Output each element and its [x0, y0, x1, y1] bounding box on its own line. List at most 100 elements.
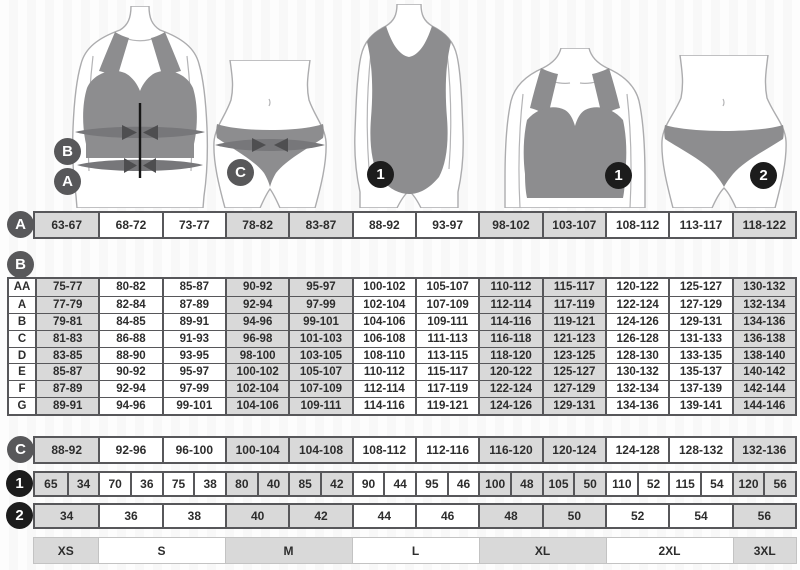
value-cell: 46 — [446, 473, 479, 495]
value-cell: 112-114 — [478, 295, 542, 313]
value-cell: 34 — [35, 505, 99, 527]
value-cell: 124-126 — [604, 312, 669, 330]
cup-label-cell: A — [9, 295, 35, 313]
value-cell: 85-87 — [35, 363, 99, 381]
bra-size-row-badge: 1 — [6, 470, 33, 497]
value-cell: 123-125 — [541, 346, 605, 364]
value-cell: 109-111 — [288, 397, 352, 415]
value-cell: 73-77 — [161, 213, 225, 237]
cup-label-cell: D — [9, 346, 35, 364]
value-cell: 120 — [731, 473, 764, 495]
hips-measurement-figure — [213, 60, 327, 208]
value-cell: 99-101 — [288, 312, 352, 330]
value-cell: 50 — [573, 473, 605, 495]
value-cell: 110-112 — [478, 279, 542, 296]
value-cell: 79-81 — [35, 312, 99, 330]
value-cell: 85 — [288, 473, 320, 495]
value-cell: 80-82 — [98, 279, 162, 296]
value-cell: 115 — [668, 473, 700, 495]
value-cell: 114-116 — [478, 312, 542, 330]
value-cell: 90 — [351, 473, 384, 495]
bust-table-badge: B — [7, 251, 34, 278]
value-cell: 95-97 — [161, 363, 225, 381]
value-cell: 52 — [636, 473, 669, 495]
value-cell: 116-118 — [478, 329, 542, 347]
value-cell: 78-82 — [224, 213, 289, 237]
value-cell: 89-91 — [35, 397, 99, 415]
value-cell: 65 — [35, 473, 67, 495]
value-cell: 130-132 — [604, 363, 669, 381]
value-cell: 38 — [161, 505, 225, 527]
value-cell: 48 — [478, 505, 542, 527]
bra-figure — [504, 48, 646, 208]
value-cell: 96-98 — [224, 329, 289, 347]
value-cell: 54 — [699, 473, 732, 495]
value-cell: 108-112 — [604, 213, 669, 237]
value-cell: 98-102 — [478, 213, 542, 237]
value-cell: 128-132 — [668, 438, 732, 462]
value-cell: 113-115 — [414, 346, 479, 364]
value-cell: 100 — [478, 473, 510, 495]
letter-size-cell: L — [351, 538, 479, 563]
value-cell: 126-128 — [604, 329, 669, 347]
value-cell: 94-96 — [98, 397, 162, 415]
value-cell: 132-134 — [731, 295, 795, 313]
value-cell: 124-126 — [478, 397, 542, 415]
value-cell: 144-146 — [731, 397, 795, 415]
value-cell: 112-116 — [414, 438, 479, 462]
value-cell: 87-89 — [35, 380, 99, 398]
underbust-range-table: 63-67 68-72 73-77 78-82 83-87 88-92 93-97 98-10… — [33, 211, 797, 239]
cup-label-cell: F — [9, 380, 35, 398]
cup-label-cell: E — [9, 363, 35, 381]
value-cell: 100-102 — [224, 363, 289, 381]
letter-size-cell: S — [97, 538, 225, 563]
value-cell: 120-122 — [478, 363, 542, 381]
value-cell: 54 — [668, 505, 732, 527]
value-cell: 90-92 — [98, 363, 162, 381]
value-cell: 93-97 — [414, 213, 479, 237]
value-cell: 56 — [763, 473, 795, 495]
value-cell: 125-127 — [668, 279, 732, 296]
value-cell: 36 — [129, 473, 162, 495]
value-cell: 36 — [98, 505, 162, 527]
value-cell: 111-113 — [414, 329, 479, 347]
panty-size-table: 34 36 38 40 42 44 46 48 50 52 54 56 — [33, 503, 797, 529]
value-cell: 103-107 — [541, 213, 605, 237]
value-cell: 129-131 — [668, 312, 732, 330]
value-cell: 108-112 — [351, 438, 415, 462]
letter-size-cell: XS — [34, 538, 98, 563]
value-cell: 104-106 — [224, 397, 289, 415]
value-cell: 38 — [193, 473, 225, 495]
value-cell: 83-87 — [288, 213, 352, 237]
value-cell: 92-96 — [98, 438, 162, 462]
value-cell: 127-129 — [541, 380, 605, 398]
value-cell: 133-135 — [668, 346, 732, 364]
value-cell: 102-104 — [224, 380, 289, 398]
value-cell: 120-124 — [541, 438, 605, 462]
value-cell: 97-99 — [161, 380, 225, 398]
value-cell: 105-107 — [288, 363, 352, 381]
value-cell: 120-122 — [604, 279, 669, 296]
value-cell: 99-101 — [161, 397, 225, 415]
value-cell: 40 — [224, 505, 289, 527]
letter-size-cell: 3XL — [732, 538, 796, 563]
value-cell: 34 — [66, 473, 99, 495]
value-cell: 110 — [604, 473, 637, 495]
value-cell: 108-110 — [351, 346, 415, 364]
value-cell: 94-96 — [224, 312, 289, 330]
letter-size-cell: M — [224, 538, 352, 563]
value-cell: 88-92 — [35, 438, 99, 462]
value-cell: 88-90 — [98, 346, 162, 364]
value-cell: 117-119 — [414, 380, 479, 398]
value-cell: 101-103 — [288, 329, 352, 347]
value-cell: 140-142 — [731, 363, 795, 381]
value-cell: 46 — [414, 505, 479, 527]
value-cell: 119-121 — [541, 312, 605, 330]
value-cell: 92-94 — [224, 295, 289, 313]
value-cell: 118-122 — [731, 213, 795, 237]
panty-size-row-badge: 2 — [6, 502, 33, 529]
value-cell: 77-79 — [35, 295, 99, 313]
value-cell: 106-108 — [351, 329, 415, 347]
value-cell: 132-136 — [731, 438, 795, 462]
value-cell: 105 — [541, 473, 574, 495]
